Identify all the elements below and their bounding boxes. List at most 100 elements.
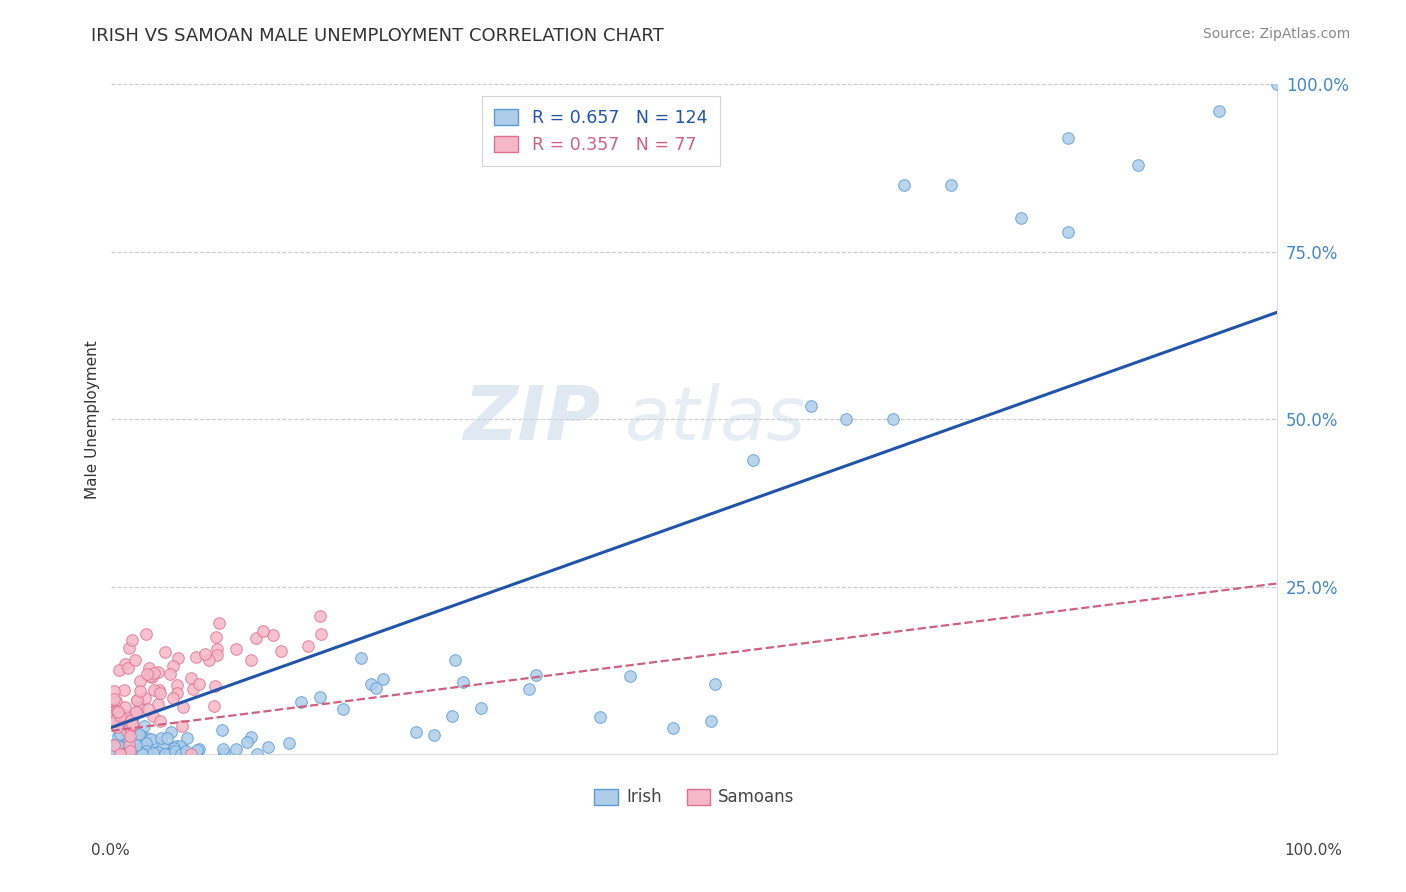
Point <box>146 697 169 711</box>
Point <box>205 642 228 657</box>
Point <box>121 717 143 731</box>
Point <box>1010 211 1032 226</box>
Point <box>104 739 127 754</box>
Point <box>162 691 184 706</box>
Point <box>423 728 446 742</box>
Point <box>939 178 962 192</box>
Point <box>142 666 165 681</box>
Point <box>127 729 149 743</box>
Point <box>163 741 186 756</box>
Legend: Irish, Samoans: Irish, Samoans <box>588 781 801 813</box>
Point <box>1126 158 1149 172</box>
Point <box>619 669 641 683</box>
Point <box>170 741 193 756</box>
Point <box>112 747 135 761</box>
Point <box>184 650 207 665</box>
Point <box>131 736 153 750</box>
Point <box>117 724 139 739</box>
Point <box>135 667 157 681</box>
Point <box>150 731 173 746</box>
Text: ZIP: ZIP <box>464 383 602 456</box>
Point <box>142 709 165 723</box>
Point <box>194 647 217 661</box>
Point <box>132 719 155 733</box>
Point <box>245 747 267 761</box>
Point <box>138 747 160 761</box>
Point <box>127 732 149 747</box>
Point <box>103 714 125 728</box>
Point <box>129 746 152 760</box>
Point <box>157 747 180 761</box>
Point <box>661 721 683 735</box>
Point <box>186 743 208 757</box>
Point <box>278 736 301 750</box>
Point <box>835 412 858 426</box>
Point <box>470 700 492 714</box>
Point <box>1056 225 1078 239</box>
Point <box>120 713 142 727</box>
Text: 100.0%: 100.0% <box>1285 843 1343 858</box>
Point <box>700 714 723 728</box>
Point <box>129 698 152 712</box>
Point <box>132 746 155 760</box>
Point <box>100 739 122 754</box>
Point <box>311 626 333 640</box>
Point <box>524 668 547 682</box>
Point <box>180 671 202 685</box>
Point <box>167 651 190 665</box>
Point <box>405 724 427 739</box>
Point <box>350 651 373 665</box>
Point <box>118 744 141 758</box>
Point <box>205 648 228 663</box>
Point <box>132 744 155 758</box>
Point <box>146 665 169 679</box>
Point <box>166 678 188 692</box>
Point <box>125 693 148 707</box>
Point <box>122 745 145 759</box>
Point <box>117 719 139 733</box>
Point <box>128 747 150 761</box>
Y-axis label: Male Unemployment: Male Unemployment <box>86 340 100 499</box>
Point <box>156 731 179 745</box>
Point <box>103 738 125 752</box>
Point <box>111 743 134 757</box>
Point <box>180 747 202 762</box>
Point <box>235 735 257 749</box>
Point <box>741 452 763 467</box>
Point <box>129 674 152 689</box>
Point <box>170 719 193 733</box>
Point <box>120 721 142 735</box>
Point <box>117 736 139 750</box>
Point <box>108 747 131 762</box>
Point <box>308 690 330 705</box>
Point <box>160 725 183 739</box>
Point <box>118 729 141 743</box>
Point <box>111 718 134 732</box>
Point <box>169 739 191 753</box>
Point <box>155 645 177 659</box>
Point <box>125 734 148 748</box>
Point <box>118 640 141 655</box>
Point <box>153 747 176 761</box>
Point <box>108 709 131 723</box>
Point <box>114 708 136 723</box>
Point <box>882 412 904 426</box>
Point <box>141 670 163 684</box>
Point <box>112 732 135 747</box>
Point <box>166 686 188 700</box>
Point <box>105 720 128 734</box>
Point <box>122 718 145 732</box>
Text: atlas: atlas <box>624 384 806 455</box>
Point <box>110 747 132 762</box>
Text: IRISH VS SAMOAN MALE UNEMPLOYMENT CORRELATION CHART: IRISH VS SAMOAN MALE UNEMPLOYMENT CORREL… <box>91 27 664 45</box>
Point <box>105 694 128 708</box>
Point <box>107 738 129 752</box>
Point <box>174 744 197 758</box>
Point <box>245 631 267 645</box>
Point <box>360 677 382 691</box>
Point <box>207 616 229 631</box>
Point <box>204 679 226 693</box>
Point <box>128 731 150 745</box>
Point <box>1267 78 1289 92</box>
Point <box>118 741 141 756</box>
